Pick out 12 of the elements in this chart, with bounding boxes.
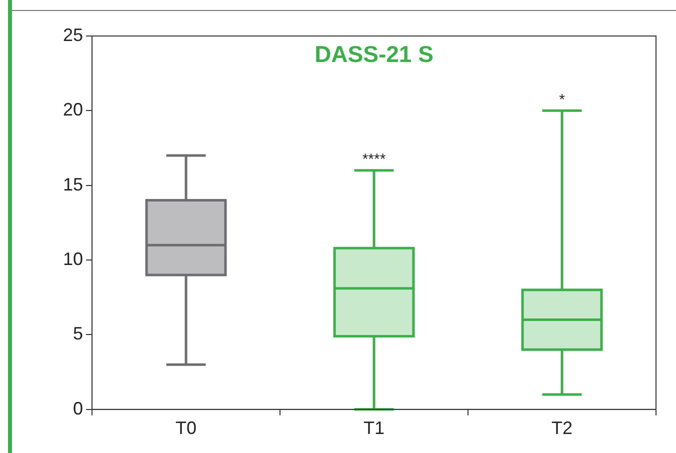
annotation: **** — [362, 151, 386, 168]
y-tick-label: 0 — [73, 398, 84, 418]
y-tick-label: 25 — [62, 24, 84, 45]
y-tick-label: 20 — [62, 100, 84, 120]
chart-title: DASS-21 S — [314, 40, 434, 67]
y-tick-label: 15 — [62, 174, 84, 194]
x-tick-label: T1 — [364, 418, 385, 438]
y-tick-label: 5 — [73, 324, 84, 344]
annotation: * — [559, 91, 566, 108]
x-tick-label: T2 — [551, 418, 573, 438]
x-tick-label: T0 — [176, 418, 197, 438]
y-tick-label: 10 — [62, 249, 84, 270]
